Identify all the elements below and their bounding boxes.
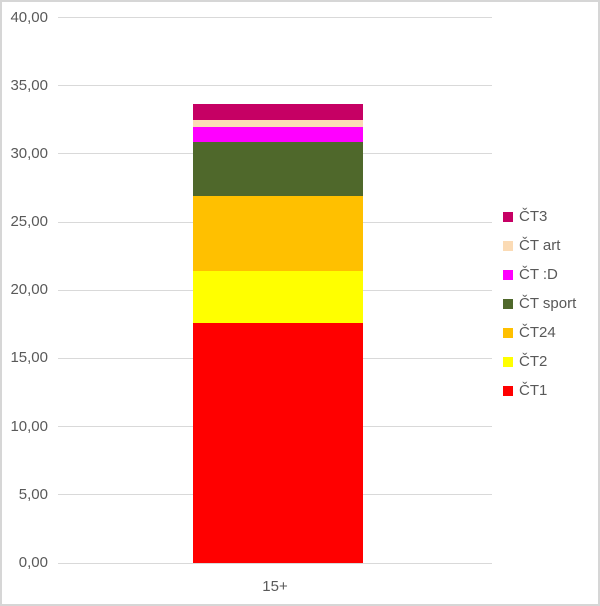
x-axis-line <box>58 562 492 564</box>
legend-label: ČT1 <box>519 382 548 399</box>
y-axis-tick-label: 35,00 <box>10 76 48 94</box>
legend-swatch <box>503 356 513 367</box>
legend-swatch <box>503 298 513 309</box>
legend-swatch <box>503 327 513 338</box>
y-gridline <box>58 17 492 18</box>
y-axis-tick-label: 30,00 <box>10 144 48 162</box>
y-axis-tick-label: 25,00 <box>10 213 48 231</box>
legend-item-t2[interactable]: ČT2 <box>503 347 547 376</box>
legend-swatch <box>503 269 513 280</box>
bar-segment-t-d[interactable] <box>193 126 363 142</box>
y-axis-tick-label: 40,00 <box>10 8 48 26</box>
legend-swatch <box>503 385 513 396</box>
legend-item-t24[interactable]: ČT24 <box>503 318 556 347</box>
legend-item-t1[interactable]: ČT1 <box>503 376 547 405</box>
y-gridline <box>58 85 492 87</box>
bar-segment-t1[interactable] <box>193 322 363 563</box>
legend-item-t-sport[interactable]: ČT sport <box>503 289 576 318</box>
y-axis-tick-label: 20,00 <box>10 281 48 299</box>
legend-swatch <box>503 211 513 222</box>
legend-item-t3[interactable]: ČT3 <box>503 202 547 231</box>
y-axis-tick-label: 5,00 <box>18 485 48 503</box>
bar-segment-t-sport[interactable] <box>193 141 363 197</box>
legend-label: ČT :D <box>519 266 558 283</box>
y-axis-tick-label: 10,00 <box>10 417 48 435</box>
legend-label: ČT2 <box>519 353 548 370</box>
y-axis-tick-label: 15,00 <box>10 349 48 367</box>
bar-segment-t24[interactable] <box>193 196 363 272</box>
legend-item-t-art[interactable]: ČT art <box>503 231 560 260</box>
legend-item-t-d[interactable]: ČT :D <box>503 260 558 289</box>
y-axis-tick-label: 0,00 <box>18 554 48 571</box>
legend-label: ČT24 <box>519 324 556 341</box>
legend-swatch <box>503 240 513 251</box>
bar-segment-t-art[interactable] <box>193 120 363 127</box>
bar-segment-t3[interactable] <box>193 104 363 121</box>
legend-label: ČT sport <box>519 295 577 312</box>
bar-segment-t2[interactable] <box>193 271 363 323</box>
x-axis-category-label: 15+ <box>262 578 288 595</box>
legend-label: ČT3 <box>519 208 548 225</box>
legend-label: ČT art <box>519 237 561 254</box>
